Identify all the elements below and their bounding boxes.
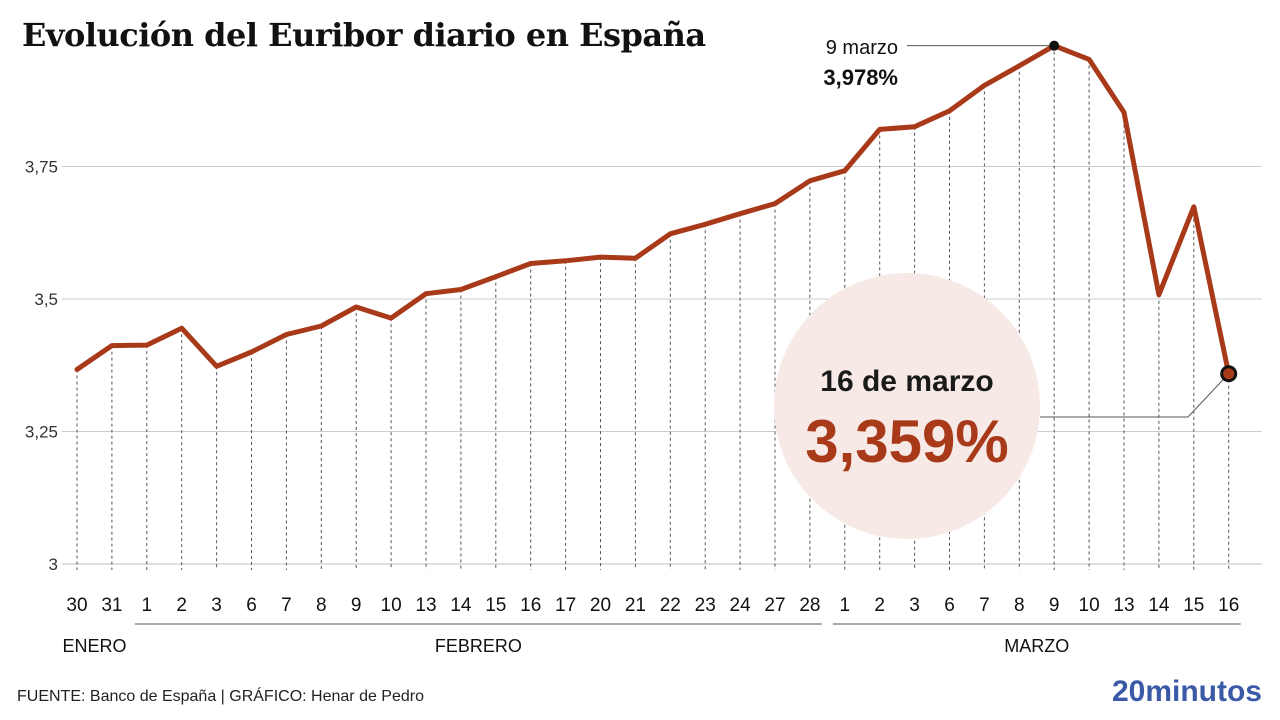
y-tick-label: 3,5 — [34, 290, 58, 309]
x-tick-label: 1 — [142, 595, 153, 616]
logo-word: minutos — [1145, 675, 1262, 708]
x-axis-ticks: 30 31 1 2 3 6 7 8 9 10 13 14 15 16 17 20 21 22 23 24 27 28 1 2 3… — [66, 595, 1239, 616]
data-points — [1049, 40, 1238, 383]
peak-point — [1049, 40, 1060, 51]
x-tick-label: 9 — [351, 595, 362, 616]
last-point — [1220, 365, 1238, 383]
month-labels: ENERO FEBRERO MARZO — [62, 623, 1241, 656]
vertical-drop-lines — [76, 45, 1230, 570]
x-tick-label: 14 — [1148, 595, 1170, 616]
x-tick-label: 27 — [764, 595, 785, 616]
x-tick-label: 16 — [1218, 595, 1239, 616]
x-tick-label: 17 — [555, 595, 576, 616]
source-note: FUENTE: Banco de España | GRÁFICO: Henar… — [17, 686, 424, 705]
x-tick-label: 6 — [246, 595, 257, 616]
x-tick-label: 30 — [66, 595, 87, 616]
logo-number: 20 — [1112, 675, 1145, 708]
x-tick-label: 22 — [660, 595, 681, 616]
grid — [62, 166, 1262, 565]
x-tick-label: 31 — [101, 595, 122, 616]
x-tick-label: 9 — [1049, 595, 1060, 616]
y-tick-label: 3,75 — [25, 158, 58, 177]
x-tick-label: 10 — [381, 595, 402, 616]
x-tick-label: 1 — [840, 595, 851, 616]
x-tick-label: 15 — [1183, 595, 1204, 616]
chart-title: Evolución del Euribor diario en España — [22, 16, 706, 54]
x-tick-label: 8 — [316, 595, 327, 616]
month-label: FEBRERO — [435, 636, 522, 656]
x-tick-label: 13 — [1113, 595, 1134, 616]
x-tick-label: 28 — [799, 595, 820, 616]
x-tick-label: 2 — [874, 595, 885, 616]
x-tick-label: 24 — [730, 595, 752, 616]
annotation-leaders — [907, 45, 1230, 418]
x-tick-label: 8 — [1014, 595, 1025, 616]
month-label: MARZO — [1004, 636, 1069, 656]
peak-value-label: 3,978% — [823, 65, 898, 90]
y-tick-label: 3 — [49, 555, 58, 574]
x-tick-label: 7 — [979, 595, 990, 616]
x-tick-label: 2 — [176, 595, 187, 616]
x-tick-label: 14 — [450, 595, 472, 616]
x-tick-label: 20 — [590, 595, 611, 616]
highlight-circle — [774, 273, 1040, 539]
y-tick-label: 3,25 — [25, 423, 58, 442]
last-value-label: 3,359% — [805, 408, 1009, 475]
brand-logo: 20minutos — [1112, 675, 1262, 708]
x-tick-label: 16 — [520, 595, 541, 616]
x-tick-label: 21 — [625, 595, 646, 616]
last-leader — [1040, 373, 1230, 418]
x-tick-label: 3 — [211, 595, 222, 616]
y-axis-ticks: 3 3,25 3,5 3,75 — [25, 158, 58, 575]
x-tick-label: 10 — [1079, 595, 1100, 616]
last-date-label: 16 de marzo — [820, 365, 993, 398]
x-tick-label: 13 — [415, 595, 436, 616]
month-label: ENERO — [62, 636, 126, 656]
data-series — [74, 43, 1232, 377]
x-tick-label: 15 — [485, 595, 506, 616]
x-tick-label: 23 — [695, 595, 716, 616]
peak-date-label: 9 marzo — [826, 37, 898, 59]
series-line — [74, 43, 1232, 377]
x-tick-label: 3 — [909, 595, 920, 616]
x-tick-label: 7 — [281, 595, 292, 616]
x-tick-label: 6 — [944, 595, 955, 616]
